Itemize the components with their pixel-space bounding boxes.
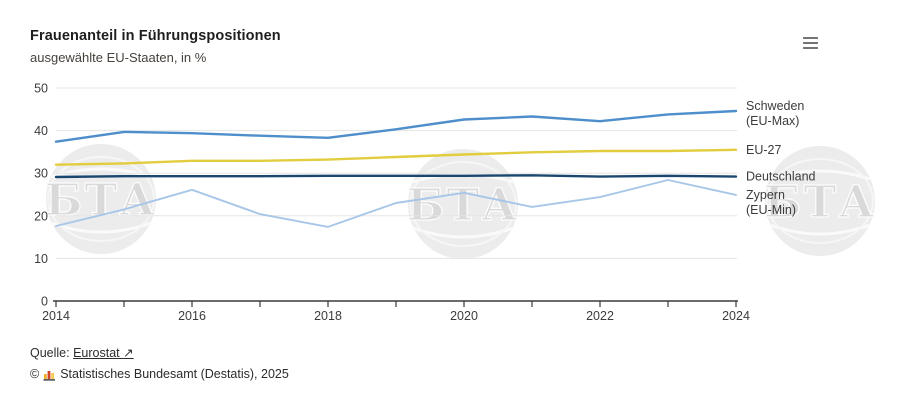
svg-text:30: 30 — [34, 167, 48, 181]
svg-text:2014: 2014 — [42, 309, 70, 323]
svg-text:2020: 2020 — [450, 309, 478, 323]
svg-text:Deutschland: Deutschland — [746, 170, 816, 184]
svg-text:(EU-Min): (EU-Min) — [746, 203, 796, 217]
svg-text:БТА: БТА — [764, 177, 876, 228]
destatis-chart-icon — [43, 370, 56, 381]
svg-text:50: 50 — [34, 82, 48, 96]
svg-text:EU-27: EU-27 — [746, 143, 781, 157]
page-title: Frauenanteil in Führungspositionen — [30, 28, 281, 44]
svg-text:2024: 2024 — [722, 309, 750, 323]
svg-text:Schweden: Schweden — [746, 99, 804, 113]
external-link-icon: ↗ — [123, 346, 134, 360]
chart-subtitle: ausgewählte EU-Staaten, in % — [30, 50, 207, 65]
svg-text:БТА: БТА — [45, 175, 157, 226]
hamburger-menu-icon — [803, 36, 818, 40]
copyright-line: © Statistisches Bundesamt (Destatis), 20… — [30, 367, 289, 381]
svg-text:Zypern: Zypern — [746, 188, 785, 202]
source-label: Quelle: — [30, 346, 70, 360]
svg-text:(EU-Max): (EU-Max) — [746, 114, 799, 128]
svg-text:20: 20 — [34, 209, 48, 223]
svg-text:0: 0 — [41, 295, 48, 309]
svg-text:10: 10 — [34, 252, 48, 266]
copyright-text: Statistisches Bundesamt (Destatis), 2025 — [60, 367, 289, 381]
copyright-symbol: © — [30, 367, 40, 381]
svg-text:БТА: БТА — [407, 180, 519, 231]
svg-text:2022: 2022 — [586, 309, 614, 323]
svg-text:2016: 2016 — [178, 309, 206, 323]
chart-menu-button[interactable] — [798, 32, 824, 54]
svg-text:40: 40 — [34, 124, 48, 138]
svg-text:2018: 2018 — [314, 309, 342, 323]
source-link[interactable]: Eurostat ↗ — [73, 346, 134, 360]
source-line: Quelle: Eurostat ↗ — [30, 345, 134, 360]
